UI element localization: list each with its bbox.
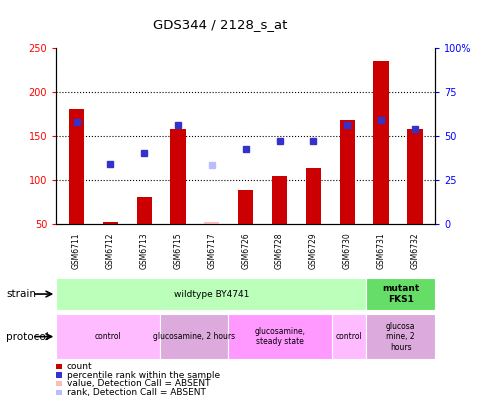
Text: GSM6728: GSM6728 bbox=[274, 232, 284, 269]
Text: control: control bbox=[94, 332, 121, 341]
Text: mutant
FKS1: mutant FKS1 bbox=[381, 284, 419, 304]
Text: GSM6730: GSM6730 bbox=[342, 232, 351, 269]
Bar bbox=[159, 314, 228, 360]
Text: GSM6713: GSM6713 bbox=[140, 232, 148, 269]
Text: glucosa
mine, 2
hours: glucosa mine, 2 hours bbox=[385, 322, 415, 352]
Text: control: control bbox=[335, 332, 362, 341]
Text: rank, Detection Call = ABSENT: rank, Detection Call = ABSENT bbox=[67, 388, 205, 396]
Bar bbox=[56, 278, 366, 310]
Text: GSM6729: GSM6729 bbox=[308, 232, 317, 269]
Bar bbox=[204, 222, 219, 224]
Bar bbox=[136, 197, 151, 224]
Bar bbox=[69, 109, 84, 224]
Bar bbox=[407, 129, 422, 224]
Text: GSM6726: GSM6726 bbox=[241, 232, 250, 269]
Text: GDS344 / 2128_s_at: GDS344 / 2128_s_at bbox=[153, 18, 286, 31]
Text: GSM6732: GSM6732 bbox=[409, 232, 419, 269]
Text: GSM6717: GSM6717 bbox=[207, 232, 216, 269]
Bar bbox=[102, 222, 118, 224]
Text: GSM6711: GSM6711 bbox=[72, 232, 81, 269]
Bar bbox=[373, 61, 388, 224]
Text: GSM6715: GSM6715 bbox=[173, 232, 182, 269]
Text: count: count bbox=[67, 362, 92, 371]
Text: glucosamine,
steady state: glucosamine, steady state bbox=[254, 327, 305, 346]
Bar bbox=[238, 190, 253, 224]
Bar bbox=[366, 278, 434, 310]
Bar bbox=[339, 120, 354, 224]
Bar bbox=[366, 314, 434, 360]
Bar bbox=[331, 314, 366, 360]
Text: GSM6731: GSM6731 bbox=[376, 232, 385, 269]
Bar bbox=[204, 222, 219, 224]
Text: strain: strain bbox=[6, 289, 36, 299]
Bar bbox=[305, 168, 320, 224]
Text: glucosamine, 2 hours: glucosamine, 2 hours bbox=[153, 332, 235, 341]
Bar bbox=[271, 176, 286, 224]
Text: value, Detection Call = ABSENT: value, Detection Call = ABSENT bbox=[67, 379, 210, 388]
Bar bbox=[56, 314, 159, 360]
Text: GSM6712: GSM6712 bbox=[106, 232, 115, 269]
Text: percentile rank within the sample: percentile rank within the sample bbox=[67, 371, 220, 379]
Bar bbox=[170, 129, 185, 224]
Text: wildtype BY4741: wildtype BY4741 bbox=[173, 289, 248, 299]
Text: protocol: protocol bbox=[6, 331, 49, 342]
Bar bbox=[228, 314, 331, 360]
